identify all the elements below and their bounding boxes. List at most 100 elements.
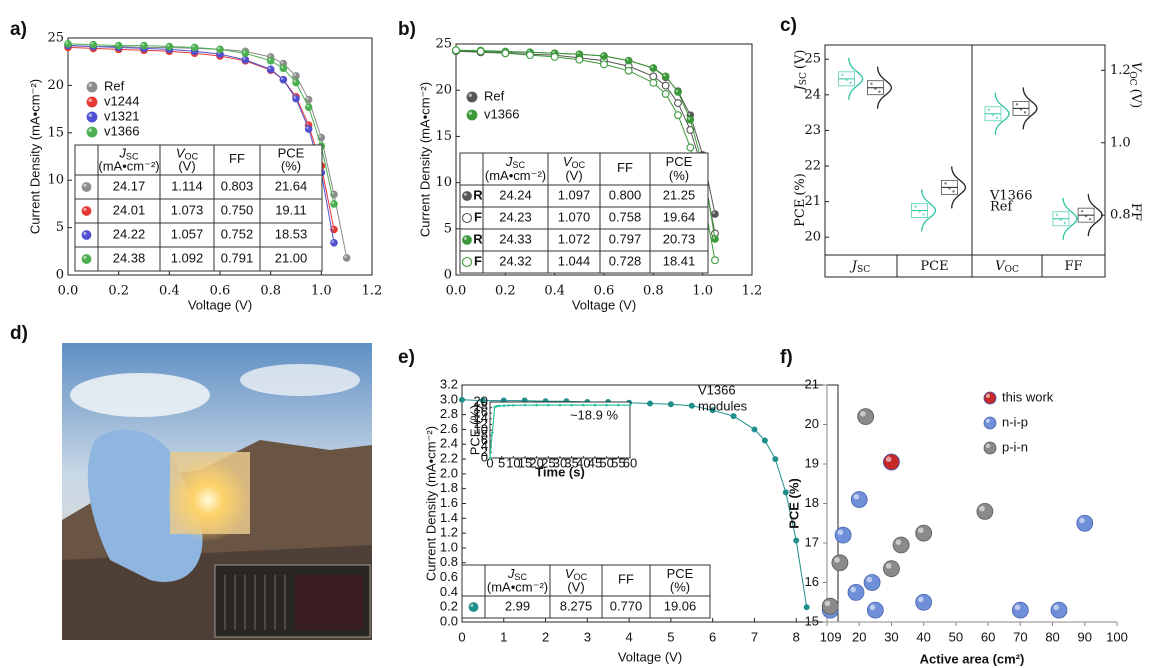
category-label-main: PCE bbox=[920, 259, 948, 274]
inset-x-tick-label: 15 bbox=[518, 455, 532, 470]
axis-label-main: FF bbox=[1129, 203, 1144, 221]
axis-label-unit: (V) bbox=[1129, 89, 1144, 109]
y-tick-label: 19 bbox=[805, 455, 819, 470]
annotation: modules bbox=[698, 398, 748, 413]
data-point-shine bbox=[650, 65, 654, 69]
table-cell: 1.070 bbox=[558, 209, 591, 224]
inset-x-tick-label: 35 bbox=[564, 455, 578, 470]
data-point-shine bbox=[280, 61, 284, 64]
x-tick-label: 0.0 bbox=[446, 284, 467, 299]
table-header: JSC bbox=[118, 146, 139, 162]
y-axis-label: PCE (%) bbox=[786, 478, 801, 529]
data-point-shine bbox=[331, 227, 334, 230]
inset-x-tick-label: 30 bbox=[553, 455, 567, 470]
table-marker bbox=[81, 230, 92, 240]
y-tick-label: 1.0 bbox=[440, 539, 458, 554]
legend-label: v1321 bbox=[104, 108, 139, 123]
inset-point bbox=[507, 404, 510, 407]
table-marker-shine bbox=[83, 255, 87, 259]
legend-marker bbox=[86, 111, 98, 123]
y-tick-label: 20 bbox=[435, 83, 452, 98]
y-tick-label: 0.6 bbox=[440, 569, 458, 584]
data-point bbox=[526, 51, 534, 60]
y-tick-label: 0.4 bbox=[440, 584, 458, 599]
y-tick-label: 23 bbox=[804, 123, 821, 138]
data-point-shine bbox=[331, 240, 334, 243]
y-tick-label: 5 bbox=[444, 221, 452, 236]
data-point bbox=[501, 49, 510, 58]
inset-x-tick-label: 25 bbox=[541, 455, 555, 470]
category-label: JSC bbox=[849, 259, 870, 275]
legend-marker-shine bbox=[88, 83, 92, 87]
y-tick-label: 10 bbox=[47, 173, 64, 188]
distribution-curve bbox=[876, 66, 893, 109]
data-point bbox=[292, 78, 300, 87]
data-point bbox=[883, 560, 900, 578]
table-cell: 0.791 bbox=[221, 250, 254, 265]
data-point-shine bbox=[837, 529, 844, 536]
box-dot bbox=[1084, 214, 1088, 218]
inset-point bbox=[495, 404, 499, 408]
table-header-main: FF bbox=[229, 151, 245, 166]
legend-marker bbox=[86, 96, 98, 108]
data-point bbox=[661, 89, 670, 98]
inset-x-tick-label: 40 bbox=[576, 455, 590, 470]
data-point bbox=[241, 49, 250, 57]
inset-y-tick-label: 4 bbox=[481, 438, 488, 453]
box-dot bbox=[944, 182, 947, 185]
table-header-sub: SC bbox=[514, 572, 527, 582]
box-dot bbox=[948, 187, 951, 190]
data-point bbox=[892, 536, 910, 554]
table-marker-shine bbox=[83, 183, 87, 187]
photo bbox=[62, 343, 372, 640]
distribution-curve bbox=[1087, 194, 1103, 237]
table-header: PCE bbox=[667, 566, 694, 581]
inset-annotation: ~18.9 % bbox=[570, 407, 619, 422]
table-cell: 1.072 bbox=[558, 231, 591, 246]
data-point bbox=[458, 396, 465, 403]
data-point bbox=[831, 554, 849, 572]
data-point bbox=[803, 604, 810, 611]
table-marker bbox=[81, 206, 92, 216]
panel-label: a) bbox=[10, 19, 27, 40]
x-tick-label: 5 bbox=[667, 629, 674, 644]
data-point-shine bbox=[166, 44, 170, 47]
data-point-shine bbox=[869, 604, 876, 611]
data-point-shine bbox=[712, 211, 715, 215]
table-header-sub: SC bbox=[126, 152, 139, 162]
data-point-shine bbox=[280, 65, 284, 69]
data-point-shine bbox=[293, 96, 296, 99]
data-point bbox=[711, 235, 719, 243]
data-point-shine bbox=[116, 43, 119, 46]
axis-label-unit: (%) bbox=[793, 173, 808, 196]
data-point bbox=[1011, 601, 1029, 619]
legend-label: v1366 bbox=[484, 106, 519, 121]
y-tick-label: 0 bbox=[444, 268, 452, 283]
y-tick-label: 5 bbox=[56, 220, 64, 235]
data-point bbox=[476, 47, 485, 56]
box-dot bbox=[995, 116, 999, 119]
table-cell: 24.24 bbox=[499, 187, 532, 202]
data-point-shine bbox=[65, 41, 68, 44]
table-header: JSC bbox=[507, 566, 528, 582]
inset-point bbox=[512, 404, 515, 407]
table-cell: 1.097 bbox=[558, 187, 591, 202]
y-tick-label: 15 bbox=[805, 613, 819, 628]
x-tick-label: 8 bbox=[793, 629, 800, 644]
y-tick-label: 21 bbox=[804, 194, 821, 209]
table-header: PCE bbox=[278, 146, 305, 161]
data-point-shine bbox=[344, 255, 347, 258]
box-dot bbox=[1055, 213, 1059, 216]
table-cell: 18.41 bbox=[663, 253, 696, 268]
inset-y-tick-label: 14 bbox=[474, 410, 488, 425]
data-point-shine bbox=[601, 53, 604, 57]
y-tick-label: 25 bbox=[435, 37, 452, 52]
inset-point bbox=[582, 403, 585, 407]
x-tick-label: 1.2 bbox=[362, 284, 383, 299]
legend-label: Ref bbox=[990, 200, 1013, 215]
data-point bbox=[667, 401, 674, 408]
x-tick-label: 2 bbox=[542, 629, 549, 644]
legend-marker bbox=[983, 416, 997, 430]
inset-point bbox=[498, 404, 501, 408]
data-point bbox=[575, 55, 584, 64]
